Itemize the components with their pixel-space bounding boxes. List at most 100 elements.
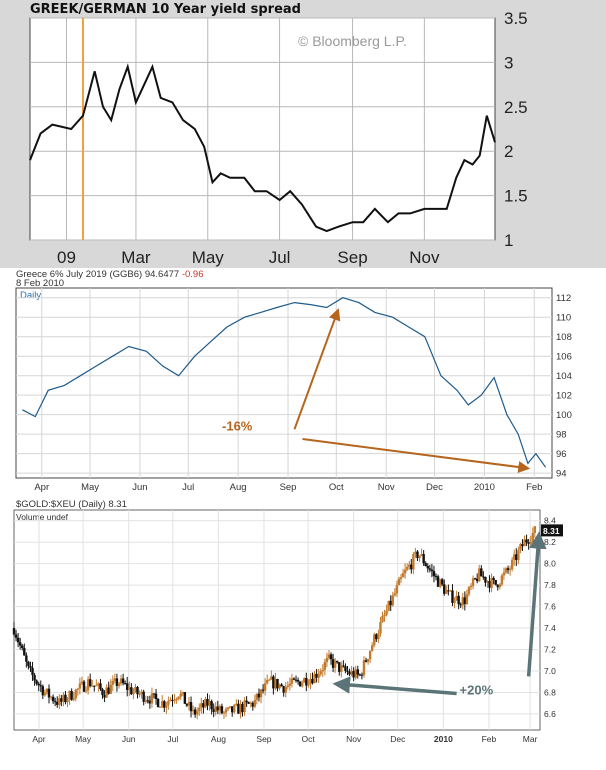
chart3-candle (317, 668, 320, 683)
chart3-candle (210, 699, 213, 715)
chart3-candle (385, 604, 388, 617)
chart3-candle (111, 675, 115, 692)
chart3-candle (93, 685, 96, 692)
chart3-candle (523, 535, 526, 547)
chart3-candle (327, 649, 331, 660)
chart3-candle (323, 658, 327, 676)
chart3-candle (243, 697, 246, 716)
chart3-candle (377, 629, 380, 643)
chart3-candle (66, 697, 69, 708)
chart3-candle (218, 704, 222, 715)
chart3-candle (410, 559, 413, 574)
chart3-annotations: +20% (332, 531, 547, 698)
chart3-candle (146, 696, 150, 704)
chart3-candle (401, 568, 405, 578)
chart3-candle (305, 672, 308, 692)
chart2-period: Daily (20, 290, 41, 301)
chart3-candle (144, 695, 147, 704)
chart2-change: -0.96 (182, 269, 204, 280)
chart3-candle (348, 668, 351, 677)
chart3-candle (346, 666, 349, 676)
chart3-candle (173, 693, 176, 704)
chart3-candle (43, 689, 47, 697)
chart3-candle (239, 700, 242, 719)
chart3-candle (136, 685, 139, 699)
chart3-candle (366, 658, 370, 665)
chart3-candle (266, 674, 269, 685)
chart3-candle (233, 704, 236, 714)
chart3-x-tick: Dec (390, 734, 406, 744)
chart3-candle (49, 695, 53, 701)
chart3-candle (368, 650, 372, 664)
chart3-candle (214, 701, 217, 716)
chart3-candle (175, 697, 178, 704)
chart3-candle (154, 688, 158, 705)
chart3-candle (224, 706, 228, 717)
chart3-candle (86, 676, 90, 695)
chart3-candle (484, 576, 487, 587)
chart3-candle (280, 683, 283, 687)
chart3-candle (39, 680, 42, 692)
chart3-x-tick: Aug (211, 734, 226, 744)
chart3-candle (95, 679, 98, 687)
chart1-x-tick: Jul (269, 248, 291, 267)
chart3-candle (342, 660, 345, 668)
chart3-candle (222, 711, 226, 719)
chart3-arrow-left (332, 676, 457, 696)
chart3-y-tick: 6.6 (544, 709, 556, 719)
chart3-candle (115, 673, 119, 692)
chart3-candle (488, 575, 491, 593)
chart1-series-line (29, 63, 496, 233)
chart3-candle (35, 679, 38, 686)
chart3-candle (373, 632, 376, 648)
chart3-candle (16, 632, 20, 648)
chart3-candle (375, 633, 378, 642)
chart3-candle (416, 550, 419, 561)
chart3-candle (482, 571, 485, 580)
chart2-x-tick: Feb (526, 482, 542, 493)
chart3-y-tick: 7.6 (544, 602, 556, 612)
chart3-candle (247, 701, 250, 705)
chart3-candle (41, 684, 45, 700)
chart1-y-tick: 1.5 (504, 187, 528, 206)
chart3-candle (445, 585, 448, 594)
chart2-x-tick: Jul (182, 482, 194, 493)
chart3-candle (381, 611, 384, 623)
chart3-candle (268, 678, 271, 681)
chart3-candle (132, 688, 135, 700)
chart3-candle (47, 684, 51, 704)
chart3-candle (405, 563, 409, 571)
chart3-candle (453, 597, 456, 609)
chart3-candle (301, 680, 304, 688)
chart3-candles (12, 525, 537, 720)
chart3-candle (56, 696, 59, 708)
chart3-y-tick: 8.2 (544, 537, 556, 547)
chart3-candle (169, 697, 172, 702)
chart3-candle (432, 565, 436, 583)
chart3-candle (506, 565, 510, 574)
chart3-candle (177, 696, 180, 701)
chart3-candle (350, 666, 353, 677)
chart-greek-german-spread: GREEK/GERMAN 10 Year yield spread © Bloo… (0, 0, 606, 268)
chart3-legend: Volume undef (16, 512, 69, 522)
chart3-candle (101, 687, 104, 699)
chart3-candle (119, 674, 123, 686)
chart2-y-tick: 106 (556, 352, 572, 363)
chart1-title: GREEK/GERMAN 10 Year yield spread (30, 2, 301, 17)
chart3-candle (389, 595, 392, 611)
chart3-candle (68, 690, 71, 705)
chart2-annotation-label: -16% (222, 418, 253, 433)
chart2-y-tick: 108 (556, 332, 572, 343)
chart3-candle (84, 686, 88, 694)
chart3-candle (459, 602, 462, 608)
chart3-candle (436, 574, 440, 587)
chart3-candle (226, 706, 230, 712)
chart3-candle (156, 698, 160, 708)
chart3-candle (193, 706, 197, 718)
chart3-candle (498, 583, 502, 590)
chart3-candle (12, 622, 16, 637)
chart3-candle (438, 578, 442, 589)
chart3-candle (163, 699, 166, 713)
chart2-x-tick: Dec (426, 482, 443, 493)
chart3-candle (231, 706, 234, 717)
